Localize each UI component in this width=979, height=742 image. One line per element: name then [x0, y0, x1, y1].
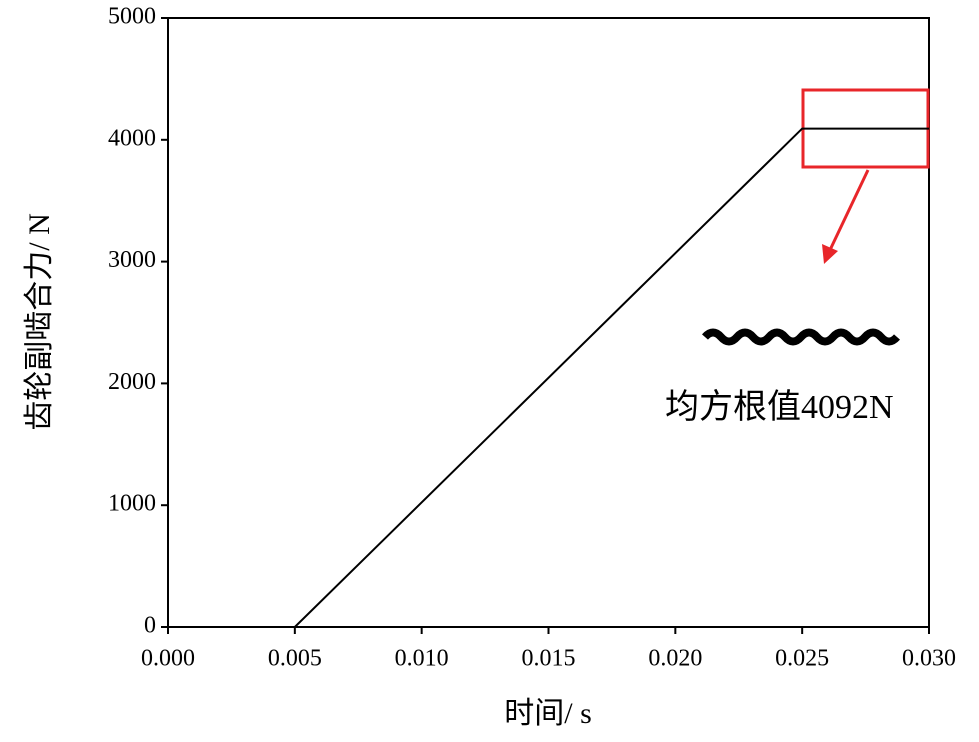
y-tick-label: 2000	[108, 369, 156, 395]
x-tick-label: 0.000	[141, 646, 195, 672]
x-tick-label: 0.030	[902, 646, 956, 672]
y-tick-label: 1000	[108, 491, 156, 517]
plot-frame	[167, 17, 930, 628]
x-tick-label: 0.015	[522, 646, 576, 672]
data-line	[168, 127, 929, 628]
y-tick-label: 5000	[108, 4, 156, 30]
y-axis-title: 齿轮副啮合力/ N	[23, 213, 56, 431]
x-tick-label: 0.010	[395, 646, 449, 672]
x-tick-label: 0.020	[648, 646, 702, 672]
x-axis-title: 时间/ s	[504, 697, 592, 730]
annotation: 均方根值4092N	[665, 388, 894, 426]
arrow-head	[822, 244, 838, 264]
x-tick-label: 0.025	[775, 646, 829, 672]
y-tick-label: 4000	[108, 125, 156, 151]
x-tick-label: 0.005	[268, 646, 322, 672]
zoom-inset-wave	[702, 328, 900, 346]
y-tick-label: 3000	[108, 247, 156, 273]
arrow-shaft	[828, 169, 870, 251]
y-tick-label: 0	[144, 613, 156, 639]
